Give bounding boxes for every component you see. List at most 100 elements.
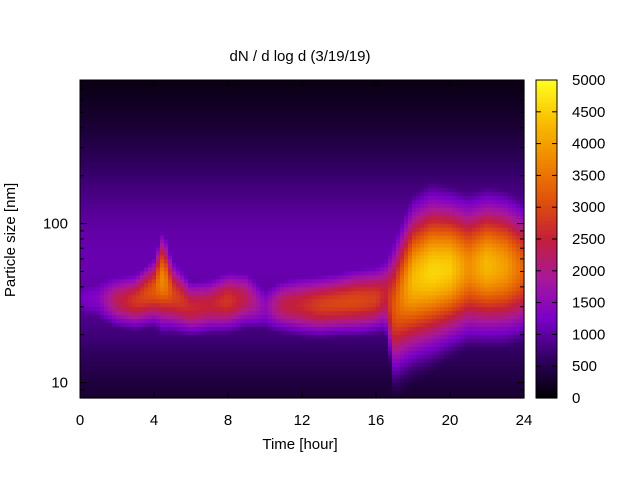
heatmap-cell bbox=[176, 191, 181, 196]
heatmap-cell bbox=[136, 282, 141, 288]
heatmap-cell bbox=[304, 235, 309, 240]
heatmap-cell bbox=[260, 135, 265, 141]
heatmap-cell bbox=[140, 135, 145, 141]
heatmap-cell bbox=[280, 382, 285, 387]
heatmap-cell bbox=[160, 163, 165, 169]
heatmap-cell bbox=[308, 370, 313, 375]
heatmap-cell bbox=[284, 254, 289, 260]
heatmap-cell bbox=[232, 103, 237, 109]
heatmap-cell bbox=[240, 266, 245, 272]
heatmap-cell bbox=[160, 211, 165, 216]
heatmap-cell bbox=[164, 322, 169, 328]
heatmap-cell bbox=[156, 334, 161, 339]
heatmap-cell bbox=[88, 195, 93, 200]
heatmap-cell bbox=[324, 370, 329, 375]
heatmap-cell bbox=[92, 366, 97, 371]
heatmap-cell bbox=[124, 211, 129, 216]
heatmap-cell bbox=[160, 282, 165, 288]
heatmap-cell bbox=[220, 163, 225, 169]
heatmap-cell bbox=[240, 342, 245, 347]
heatmap-cell bbox=[260, 290, 265, 296]
heatmap-cell bbox=[124, 239, 129, 244]
heatmap-cell bbox=[160, 107, 165, 113]
heatmap-cell bbox=[220, 342, 225, 347]
heatmap-cell bbox=[172, 282, 177, 288]
heatmap-cell bbox=[92, 294, 97, 300]
heatmap-cell bbox=[208, 278, 213, 284]
heatmap-cell bbox=[212, 366, 217, 371]
heatmap-cell bbox=[132, 179, 137, 184]
heatmap-cell bbox=[192, 227, 197, 232]
heatmap-cell bbox=[100, 250, 105, 256]
heatmap-cell bbox=[160, 207, 165, 212]
heatmap-cell bbox=[212, 338, 217, 343]
heatmap-cell bbox=[152, 203, 157, 208]
heatmap-cell bbox=[116, 171, 121, 176]
heatmap-cell bbox=[116, 294, 121, 300]
heatmap-cell bbox=[220, 358, 225, 363]
heatmap-cell bbox=[100, 95, 105, 101]
heatmap-cell bbox=[292, 266, 297, 272]
heatmap-cell bbox=[164, 135, 169, 141]
heatmap-cell bbox=[192, 187, 197, 192]
heatmap-cell bbox=[316, 95, 321, 101]
heatmap-cell bbox=[112, 342, 117, 347]
heatmap-cell bbox=[168, 338, 173, 343]
heatmap-cell bbox=[136, 123, 141, 129]
heatmap-cell bbox=[88, 135, 93, 141]
heatmap-cell bbox=[220, 322, 225, 328]
heatmap-cell bbox=[116, 203, 121, 208]
heatmap-cell bbox=[136, 239, 141, 244]
heatmap-cell bbox=[272, 80, 277, 85]
heatmap-cell bbox=[288, 115, 293, 121]
heatmap-cell bbox=[296, 358, 301, 363]
heatmap-cell bbox=[240, 119, 245, 125]
heatmap-cell bbox=[316, 215, 321, 220]
heatmap-cell bbox=[176, 318, 181, 324]
heatmap-cell bbox=[300, 274, 305, 280]
heatmap-cell bbox=[324, 326, 329, 332]
heatmap-cell bbox=[328, 286, 333, 292]
heatmap-cell bbox=[124, 390, 129, 395]
heatmap-cell bbox=[188, 366, 193, 371]
heatmap-cell bbox=[232, 378, 237, 383]
heatmap-cell bbox=[152, 350, 157, 355]
heatmap-cell bbox=[316, 87, 321, 93]
heatmap-cell bbox=[224, 330, 229, 336]
heatmap-cell bbox=[88, 227, 93, 232]
heatmap-cell bbox=[84, 107, 89, 113]
heatmap-cell bbox=[292, 207, 297, 212]
heatmap-cell bbox=[100, 175, 105, 180]
heatmap-cell bbox=[144, 342, 149, 347]
heatmap-cell bbox=[220, 334, 225, 339]
heatmap-cell bbox=[276, 254, 281, 260]
heatmap-cell bbox=[316, 342, 321, 347]
heatmap-cell bbox=[288, 231, 293, 236]
heatmap-cell bbox=[80, 87, 85, 93]
heatmap-cell bbox=[184, 187, 189, 192]
heatmap-cell bbox=[268, 167, 273, 173]
heatmap-cell bbox=[196, 131, 201, 137]
heatmap-cell bbox=[228, 119, 233, 125]
heatmap-cell bbox=[136, 179, 141, 184]
heatmap-cell bbox=[92, 191, 97, 196]
heatmap-cell bbox=[156, 191, 161, 196]
heatmap-cell bbox=[260, 123, 265, 129]
heatmap-cell bbox=[252, 310, 257, 316]
heatmap-cell bbox=[276, 282, 281, 288]
heatmap-cell bbox=[176, 310, 181, 316]
heatmap-cell bbox=[84, 374, 89, 379]
heatmap-cell bbox=[236, 250, 241, 256]
heatmap-cell bbox=[180, 386, 185, 391]
heatmap-cell bbox=[200, 382, 205, 387]
heatmap-cell bbox=[280, 91, 285, 97]
heatmap-cell bbox=[304, 282, 309, 288]
heatmap-cell bbox=[308, 191, 313, 196]
heatmap-cell bbox=[300, 286, 305, 292]
heatmap-cell bbox=[284, 306, 289, 312]
heatmap-cell bbox=[120, 262, 125, 268]
heatmap-cell bbox=[156, 80, 161, 85]
heatmap-cell bbox=[284, 310, 289, 316]
heatmap-cell bbox=[168, 139, 173, 145]
heatmap-cell bbox=[96, 195, 101, 200]
